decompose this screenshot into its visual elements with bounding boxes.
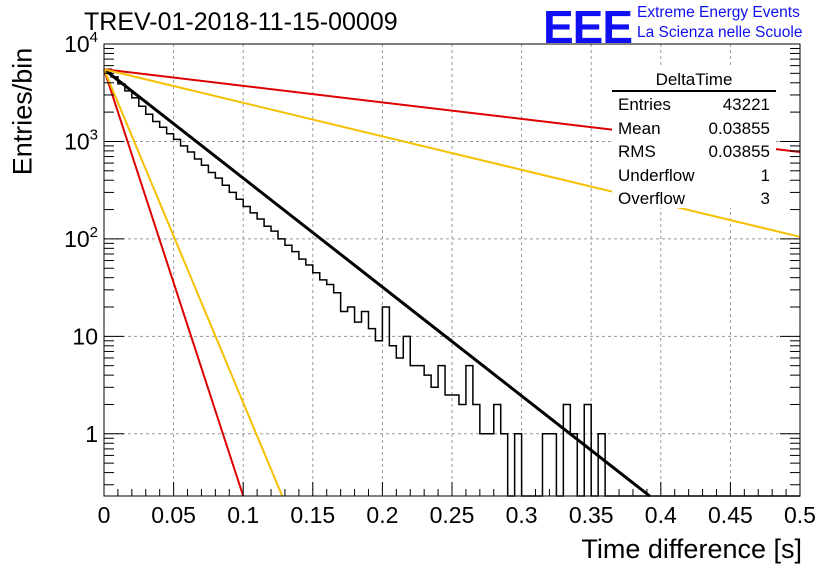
- stats-box: DeltaTime Entries 43221 Mean 0.03855 RMS 0.…: [612, 68, 776, 208]
- stats-value: 43221: [722, 95, 770, 114]
- x-tick-label: 0.4: [645, 502, 677, 528]
- fit-line-yellow: [103, 68, 801, 238]
- stats-row: Entries 43221: [612, 93, 776, 117]
- chart-title: TREV-01-2018-11-15-00009: [84, 8, 398, 36]
- stats-value: 0.03855: [708, 142, 770, 161]
- stats-row: Overflow 3: [612, 187, 776, 211]
- y-axis-label: Entries/bin: [7, 47, 38, 176]
- fit-line-yellow: [103, 68, 284, 497]
- axis-ticks: 0 0.05 0.1 0.15 0.2 0.25 0.3 0.35 0.4 0.45 0.5 1 10 1…: [64, 29, 816, 528]
- logo-line2: La Scienza nelle Scuole: [637, 24, 803, 41]
- stats-value: 0.03855: [708, 118, 770, 138]
- stats-value: 3: [760, 189, 770, 208]
- y-tick-label: 103: [64, 126, 98, 154]
- stats-title: DeltaTime: [612, 68, 776, 92]
- stats-label: Overflow: [618, 189, 686, 208]
- x-tick-label: 0.15: [290, 502, 335, 528]
- stats-value: 1: [760, 165, 770, 185]
- x-axis-label: Time difference [s]: [581, 534, 802, 564]
- stats-row: Mean 0.03855: [612, 117, 776, 141]
- stats-row: RMS 0.03855: [612, 140, 776, 164]
- fit-line-red: [103, 68, 245, 497]
- x-tick-label: 0.05: [151, 502, 196, 528]
- stats-label: RMS: [618, 142, 656, 161]
- x-tick-label: 0: [98, 502, 111, 528]
- stats-label: Mean: [618, 118, 661, 138]
- stats-row: Underflow 1: [612, 164, 776, 188]
- x-tick-label: 0.2: [366, 502, 398, 528]
- logo-mark: EEE: [543, 1, 633, 53]
- x-tick-label: 0.5: [784, 502, 816, 528]
- x-tick-label: 0.35: [569, 502, 614, 528]
- x-tick-label: 0.45: [708, 502, 753, 528]
- stats-label: Entries: [618, 95, 671, 114]
- y-tick-label: 1: [85, 421, 98, 447]
- x-tick-label: 0.3: [506, 502, 538, 528]
- x-tick-label: 0.1: [227, 502, 259, 528]
- y-tick-label: 102: [64, 224, 98, 252]
- fit-line-black: [103, 68, 651, 498]
- y-tick-label: 104: [64, 29, 98, 57]
- x-tick-label: 0.25: [430, 502, 475, 528]
- fit-lines: [103, 68, 801, 498]
- stats-label: Underflow: [618, 165, 695, 185]
- y-tick-label: 10: [72, 323, 98, 349]
- logo-line1: Extreme Energy Events: [637, 4, 800, 21]
- grid: [104, 44, 800, 496]
